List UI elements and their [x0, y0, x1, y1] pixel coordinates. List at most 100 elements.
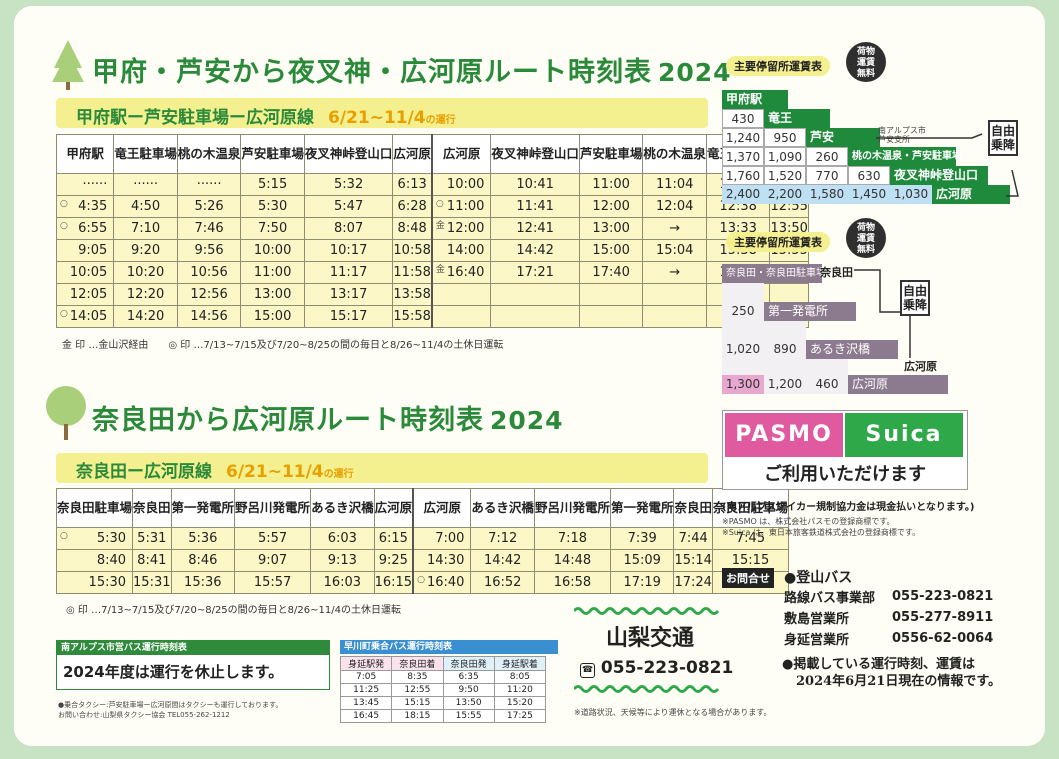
company-tel: 055-223-0821 [600, 658, 734, 678]
section1-note: 金 印 …金山沢経由 ◎ 印 …7/13~7/15及び7/20~8/25の間の毎… [62, 340, 504, 351]
fare-stop-momonoki: 桃の木温泉・芦安駐車場 [848, 147, 962, 166]
timetable-cell: 14:56 [176, 305, 242, 328]
wave-divider-top [574, 607, 720, 615]
timetable-cell: 15:30 [55, 571, 134, 594]
fare-cell: 1,020 [722, 340, 764, 359]
company-name: 山梨交通 [606, 626, 695, 651]
hayakawa-cell: 16:45 [339, 709, 393, 723]
badge-line: 荷物 [856, 223, 875, 233]
hayakawa-title: 早川町乗合バス運行時刻表 [340, 640, 558, 654]
hayakawa-table: 身延駅発 奈良田着 奈良田発 身延駅着 7:05 8:35 6:35 8:05 11:25 12:… [339, 656, 547, 723]
timetable-cell: → [642, 217, 707, 240]
hayakawa-cell: 13:45 [339, 696, 393, 710]
service-mark: ○ [60, 220, 68, 231]
departure-time: 9:05 [78, 242, 108, 258]
timetable-cell: 16:52 [470, 571, 535, 594]
timetable-cell: 9:05 [55, 239, 115, 262]
timetable-cell: 14:00 [430, 239, 492, 262]
timetable-cell: 11:04 [642, 173, 707, 196]
timetable-row: ○ 4:35 4:50 5:26 5:30 5:47 6:28 ○ 11:00 11:41 12:0… [55, 195, 809, 218]
section2-dates-suffix: の運行 [323, 469, 354, 480]
fare-cell: 2,200 [764, 185, 806, 204]
road-note: ※道路状況、天候等により運休となる場合があります。 [574, 708, 772, 717]
timetable-row: 9:05 9:20 9:56 10:00 10:17 10:58 14:00 14:42 15:… [55, 239, 809, 262]
timetable-cell: 4:50 [113, 195, 178, 218]
hayakawa-cell: 6:35 [442, 670, 495, 684]
disclaimer-line: 2024年6月21日現在の情報です。 [796, 674, 1002, 689]
timetable-header-cell: 広河原 [373, 488, 414, 528]
timetable-cell: 10:20 [113, 261, 178, 284]
badge-line: 運賃 [856, 234, 875, 244]
timetable-header-cell: 広河原 [430, 134, 492, 174]
timetable-cell: 8:40 [55, 549, 134, 572]
service-mark: ○ [435, 198, 444, 209]
hayakawa-cell: 8:35 [391, 670, 444, 684]
timetable-header-cell: 夜叉神峠登山口 [490, 134, 580, 174]
timetable-cell: 15:14 [673, 549, 713, 572]
timetable-cell: 16:03 [310, 571, 375, 594]
hayakawa-header-row: 身延駅発 奈良田着 奈良田発 身延駅着 [339, 656, 547, 671]
timetable-cell: 9:20 [113, 239, 178, 262]
city-bus-box: 南アルプス市営バス運行時刻表 2024年度は運行を休止します。 [56, 640, 330, 690]
contact-table: 路線バス事業部 055-223-0821 敷島営業所 055-277-8911 … [784, 586, 993, 649]
fare-stop-ryuo: 竜王 [764, 109, 830, 128]
timetable-cell: 5:30 [240, 195, 305, 218]
contact-office: 身延営業所 [784, 633, 850, 648]
departure-time: 12:05 [69, 286, 108, 302]
timetable-cell: 12:00 [578, 195, 644, 218]
hayakawa-row: 7:05 8:35 6:35 8:05 [339, 670, 547, 684]
timetable-cell: 14:42 [490, 239, 580, 262]
departure-time: 16:40 [446, 264, 485, 280]
timetable-cell: 8:48 [392, 217, 433, 240]
timetable-header-row: 甲府駅 竜王駐車場 桃の木温泉 芦安駐車場 夜叉神峠登山口 広河原 広河原 夜叉神峠登山口 芦安… [55, 134, 809, 174]
section1-subtitle: 甲府駅ー芦安駐車場ー広河原線 6/21~11/4の運行 [76, 103, 456, 128]
hayakawa-cell: 7:05 [339, 670, 393, 684]
fare-stop-yashajin: 夜叉神峠登山口 [890, 166, 988, 185]
section2-dates: 6/21~11/4 [226, 462, 324, 482]
hayakawa-row: 16:45 18:15 15:55 17:25 [339, 709, 547, 723]
fare-cell: 630 [848, 166, 890, 185]
hayakawa-header-cell: 奈良田発 [442, 656, 495, 671]
timetable-cell: 17:21 [490, 261, 580, 284]
ic-note-payment: (南アルプスマイカー規制協力金は現金払いとなります。) [722, 502, 975, 513]
free-ride-bracket-2 [854, 269, 911, 358]
departure-time: ······ [82, 176, 108, 192]
timetable-cell: 16:15 [373, 571, 414, 594]
hayakawa-row: 13:45 15:15 13:50 15:20 [339, 696, 547, 710]
timetable-cell: 6:13 [392, 173, 433, 196]
timetable-header-cell: 桃の木温泉 [642, 134, 707, 174]
section1-title-text: 甲府・芦安から夜叉神・広河原ルート時刻表 [92, 57, 652, 88]
timetable-header-cell: 奈良田 [673, 488, 713, 528]
section2-note: ◎ 印 …7/13~7/15及び7/20~8/25の間の毎日と8/26~11/4… [66, 605, 401, 616]
tree-icon [52, 40, 84, 90]
ic-available-text: ご利用いただけます [764, 464, 926, 485]
fare2-blank [722, 359, 848, 378]
fares2-label: 主要停留所運賃表 [726, 232, 830, 252]
hayakawa-cell: 18:15 [391, 709, 444, 723]
free-ride-line: 乗降 [902, 298, 927, 312]
fare2-blank [722, 321, 806, 340]
fares1-side-note: 南アルプス市 芦安支所 [878, 126, 926, 144]
fares1-label: 主要停留所運賃表 [726, 56, 830, 76]
contact-row: 路線バス事業部 055-223-0821 [784, 586, 993, 607]
timetable-cell [642, 305, 707, 328]
timetable-cell: 6:28 [392, 195, 433, 218]
timetable-cell: 14:20 [113, 305, 178, 328]
timetable-row: 15:30 15:31 15:36 15:57 16:03 16:15 ○ 16:40 16:5… [55, 571, 790, 594]
hayakawa-cell: 9:50 [442, 683, 495, 697]
fare-stop-ashiyasu: 芦安 [806, 128, 880, 147]
timetable-cell: 5:47 [303, 195, 394, 218]
departure-time: 10:00 [446, 176, 485, 192]
timetable-cell: 10:05 [55, 261, 115, 284]
timetable-row: ······ ······ ······ 5:15 5:32 6:13 10:00 10:41… [55, 173, 809, 196]
timetable-cell: ○ 4:35 [55, 195, 115, 218]
fare-cell: 1,520 [764, 166, 806, 185]
timetable-narada: 奈良田駐車場 奈良田 第一発電所 野呂川発電所 あるき沢橋 広河原 広河原 あるき沢橋 野呂川発… [55, 488, 790, 594]
timetable-header-cell: 広河原 [412, 488, 472, 528]
timetable-header-cell: あるき沢橋 [470, 488, 535, 528]
timetable-cell: 9:25 [373, 549, 414, 572]
section1-route: 甲府駅ー芦安駐車場ー広河原線 [76, 108, 314, 128]
timetable-cell: 10:17 [303, 239, 394, 262]
timetable-cell: 5:26 [176, 195, 242, 218]
timetable-header-cell: 桃の木温泉 [176, 134, 242, 174]
